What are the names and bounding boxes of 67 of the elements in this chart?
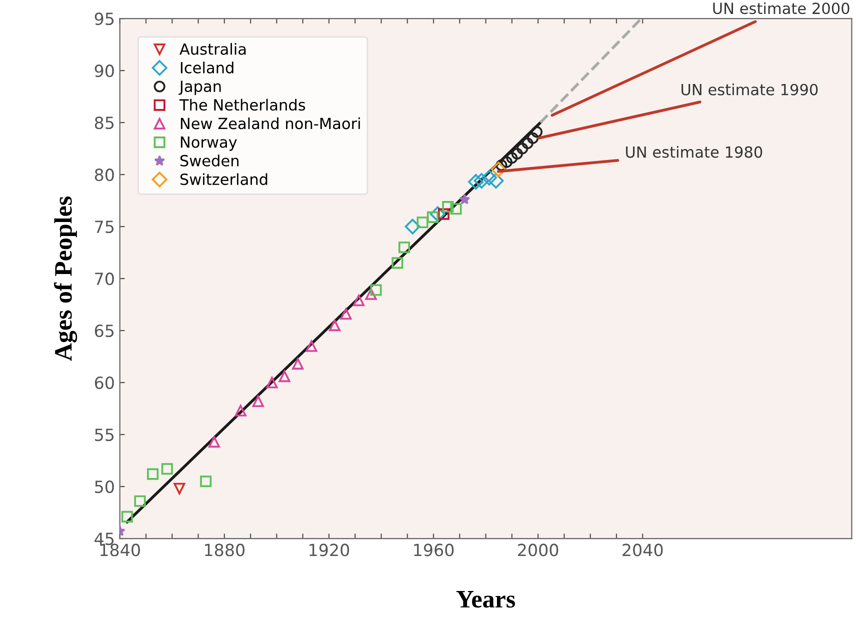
y-tick-label: 95 (94, 12, 114, 26)
y-tick-label: 70 (95, 272, 114, 286)
annotation: UN estimate 1990 (682, 84, 818, 96)
y-tick-label: 75 (95, 220, 114, 234)
point (292, 358, 304, 370)
point (392, 257, 404, 269)
x-tick-label: 2000 (518, 544, 558, 556)
legend-label: Sweden (180, 154, 238, 166)
point (500, 156, 512, 168)
point (442, 201, 454, 213)
y-tick-label: 50 (95, 480, 114, 494)
point (398, 242, 410, 254)
legend-label: Iceland (180, 62, 234, 74)
point (511, 148, 523, 160)
annotation: UN estimate 2000 (713, 2, 850, 14)
point (488, 173, 504, 189)
y-tick-label: 45 (94, 532, 114, 546)
point (266, 376, 278, 388)
x-tick-label: 1840 (100, 544, 140, 556)
x-tick-label: 2040 (622, 544, 663, 556)
y-tick-label: 60 (94, 376, 114, 390)
point (121, 510, 133, 522)
point (208, 436, 220, 448)
point (522, 138, 534, 150)
point (147, 468, 159, 480)
point (340, 308, 352, 320)
point (474, 173, 490, 189)
point (527, 132, 539, 144)
y-tick-label: 85 (94, 116, 114, 130)
x-tick-label: 1880 (205, 544, 244, 556)
point (481, 170, 497, 186)
y-tick-label: 55 (95, 428, 114, 442)
point (174, 482, 186, 494)
legend-label: Norway (180, 136, 237, 151)
point (278, 370, 290, 382)
point (328, 320, 340, 332)
legend-label: The Netherlands (179, 98, 306, 111)
y-tick-label: 80 (94, 168, 114, 182)
point (134, 495, 146, 507)
x-tick-label: 1960 (414, 544, 454, 556)
y-axis-title: Ages of Peoples (54, 196, 78, 361)
point (252, 395, 264, 408)
point (530, 126, 543, 138)
point (430, 206, 446, 222)
point (200, 476, 212, 488)
point (161, 463, 173, 475)
point (365, 288, 377, 300)
y-tick-label: 90 (94, 64, 114, 78)
x-axis-title: Years (456, 591, 516, 608)
point (306, 340, 318, 352)
point (234, 404, 246, 416)
legend-label: New Zealand non-Maori (180, 117, 360, 130)
point (352, 294, 365, 306)
point (450, 203, 462, 215)
point (506, 152, 518, 164)
annotation: UN estimate 1980 (626, 146, 762, 158)
legend-label: Australia (180, 43, 246, 55)
point (416, 216, 428, 228)
point (516, 142, 528, 154)
point (404, 218, 420, 234)
point (490, 162, 506, 178)
point (468, 174, 484, 190)
legend-label: Switzerland (180, 173, 268, 186)
point (370, 284, 382, 296)
y-tick-label: 65 (94, 324, 114, 338)
x-tick-label: 1920 (310, 544, 350, 556)
legend-label: Japan (178, 80, 221, 96)
